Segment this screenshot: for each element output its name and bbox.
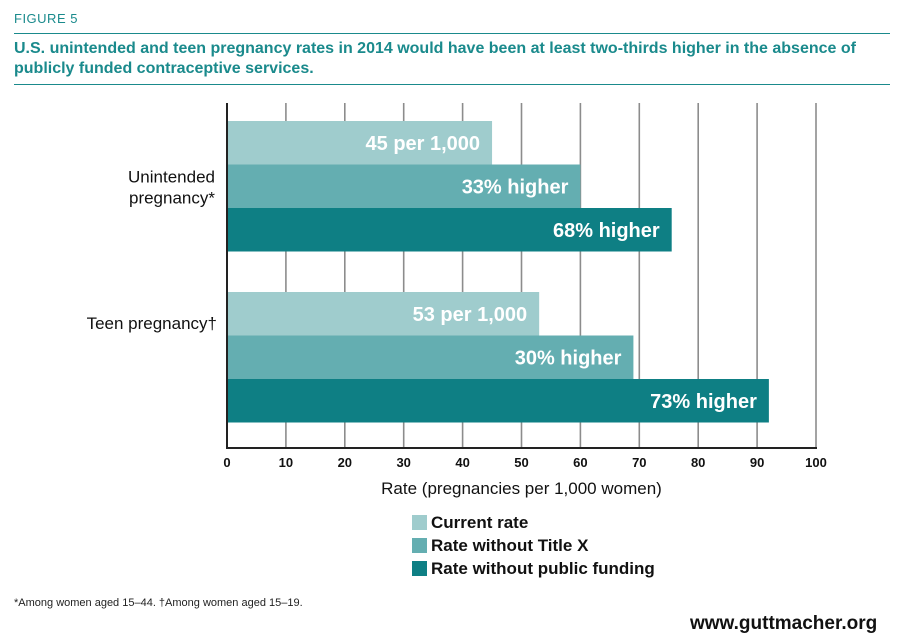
x-tick-label: 40 (455, 455, 469, 470)
figure-label: FIGURE 5 (14, 11, 78, 26)
bar (228, 379, 769, 423)
bar (228, 292, 540, 336)
bar-value-label: 68% higher (553, 220, 660, 242)
x-tick-label: 20 (338, 455, 352, 470)
category-label-unintended: Unintended (128, 167, 215, 186)
x-tick-label: 0 (223, 455, 230, 470)
bar-value-label: 45 per 1,000 (366, 133, 481, 155)
bar (228, 208, 672, 252)
x-tick-label: 60 (573, 455, 587, 470)
legend-item-current: Current rate (412, 511, 655, 534)
category-label-teen: Teen pregnancy† (87, 314, 217, 333)
bar-value-label: 33% higher (462, 176, 569, 198)
title-rule-top (14, 33, 890, 34)
x-tick-label: 90 (750, 455, 764, 470)
category-label-unintended: pregnancy* (129, 188, 215, 207)
x-tick-label: 70 (632, 455, 646, 470)
bar-value-label: 53 per 1,000 (413, 304, 528, 326)
bar-value-label: 73% higher (650, 391, 757, 413)
website-url: www.guttmacher.org (690, 613, 878, 634)
legend-item-without-title-x: Rate without Title X (412, 534, 655, 557)
bar (228, 121, 493, 165)
legend-label-current: Current rate (431, 512, 529, 532)
bar (228, 164, 581, 208)
x-axis-label: Rate (pregnancies per 1,000 women) (381, 479, 662, 498)
legend-swatch-without-title-x (412, 538, 427, 553)
x-tick-label: 30 (396, 455, 410, 470)
bar (228, 335, 634, 379)
legend-label-without-title-x: Rate without Title X (431, 535, 589, 555)
x-tick-label: 10 (279, 455, 293, 470)
legend: Current rate Rate without Title X Rate w… (412, 511, 655, 580)
x-tick-label: 50 (514, 455, 528, 470)
bar-chart: 0 10 20 30 40 50 60 70 80 90 100 Rate (pregnancies … (87, 103, 827, 498)
x-tick-label: 100 (805, 455, 827, 470)
chart-title: U.S. unintended and teen pregnancy rates… (14, 40, 856, 77)
legend-swatch-current (412, 515, 427, 530)
legend-swatch-without-public-funding (412, 561, 427, 576)
x-tick-label: 80 (691, 455, 705, 470)
legend-item-without-public-funding: Rate without public funding (412, 557, 655, 580)
bar-value-label: 30% higher (515, 347, 622, 369)
legend-label-without-public-funding: Rate without public funding (431, 558, 655, 578)
footnote: *Among women aged 15–44. †Among women ag… (14, 597, 303, 609)
title-rule-bottom (14, 84, 890, 85)
